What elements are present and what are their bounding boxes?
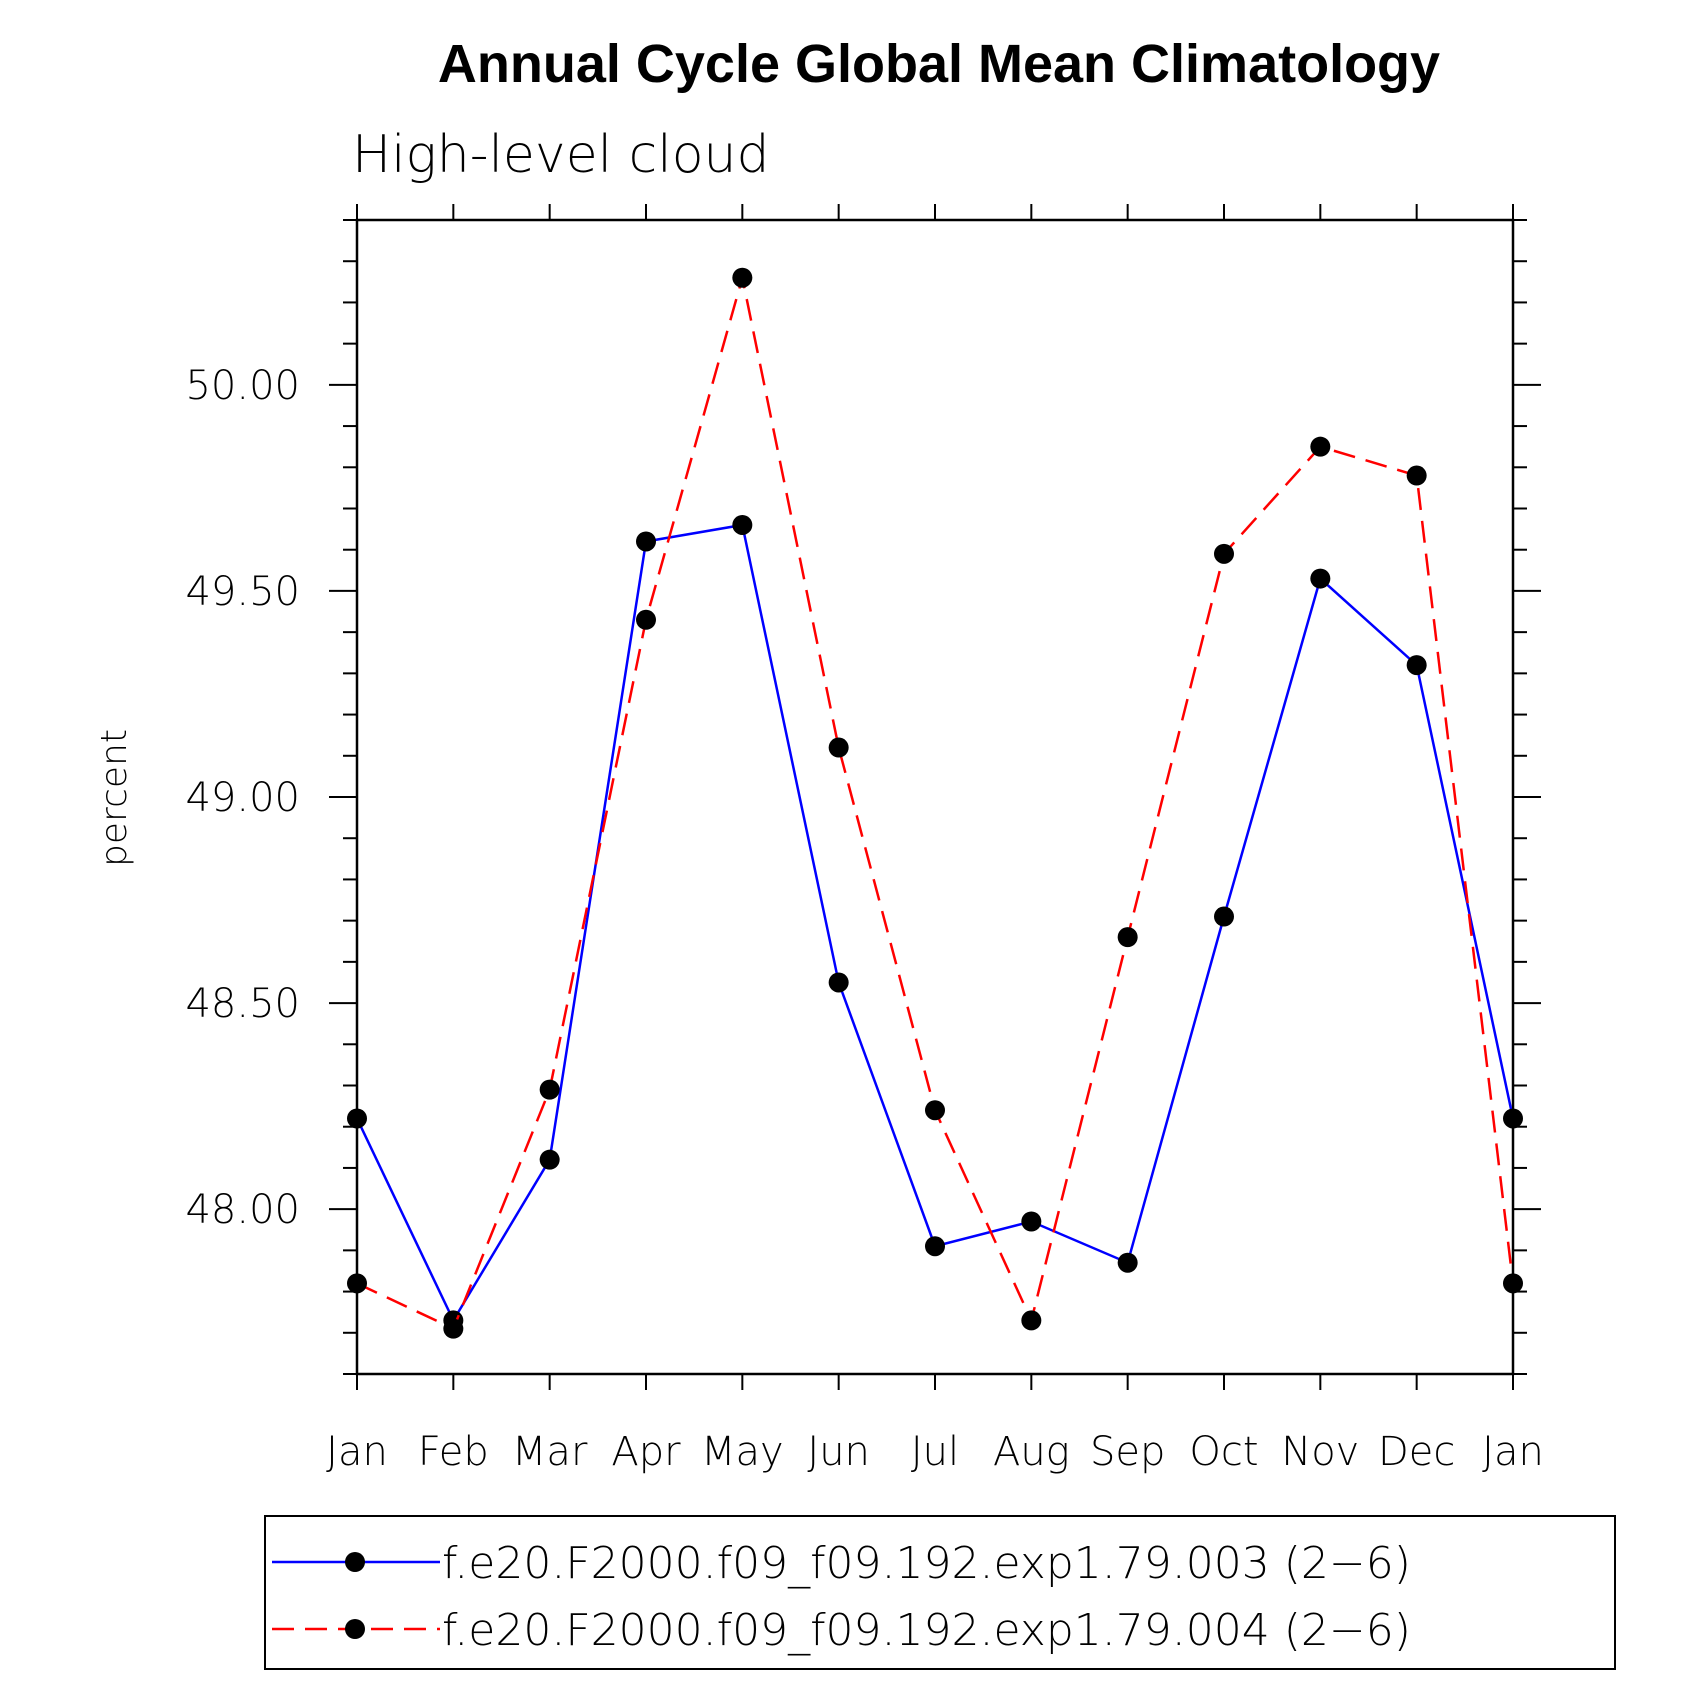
data-point xyxy=(1021,1310,1042,1331)
data-point xyxy=(1214,906,1234,927)
legend-marker xyxy=(345,1552,365,1572)
data-point xyxy=(1021,1211,1042,1232)
x-tick-label: Dec xyxy=(1378,1429,1455,1475)
data-point xyxy=(1310,436,1331,457)
plot-frame xyxy=(355,218,1515,1376)
data-point xyxy=(732,267,753,288)
series-line xyxy=(356,277,1515,1331)
x-tick-label: Jan xyxy=(1482,1429,1544,1475)
legend: f.e20.F2000.f09_f09.192.exp1.79.003 (2−6… xyxy=(264,1515,1616,1670)
legend-label: f.e20.F2000.f09_f09.192.exp1.79.004 (2−6… xyxy=(442,1605,1411,1656)
legend-marker xyxy=(345,1619,365,1639)
axes: Jan Feb Mar Apr May Jun Jul Aug Sep Oct Nov Dec Jan 4… xyxy=(185,204,1544,1475)
data-point xyxy=(1310,568,1331,589)
data-point xyxy=(539,1149,560,1170)
data-point xyxy=(1406,655,1427,676)
x-tick-label: Jan xyxy=(326,1429,388,1475)
series-layer xyxy=(347,267,1523,1339)
y-tick-label: 49.50 xyxy=(185,569,300,615)
series-line xyxy=(355,523,1515,1324)
data-point xyxy=(1117,927,1138,948)
legend-label: f.e20.F2000.f09_f09.192.exp1.79.003 (2−6… xyxy=(442,1538,1411,1589)
x-tick-label: Oct xyxy=(1189,1429,1258,1475)
x-tick-label: Nov xyxy=(1281,1429,1359,1475)
x-tick-label: Jul xyxy=(911,1429,959,1475)
x-tick-label: Feb xyxy=(418,1429,489,1475)
legend-box xyxy=(264,1515,1616,1670)
data-point xyxy=(347,1108,367,1129)
data-point xyxy=(443,1318,464,1339)
y-tick-label: 50.00 xyxy=(185,363,300,409)
y-tick-label: 49.00 xyxy=(185,775,300,821)
data-point xyxy=(1503,1273,1523,1294)
x-tick-label: Mar xyxy=(512,1429,588,1475)
data-point xyxy=(1503,1108,1523,1129)
data-point xyxy=(1406,465,1427,486)
data-point xyxy=(1214,543,1234,564)
data-point xyxy=(732,514,753,535)
y-tick-label: 48.50 xyxy=(185,981,300,1027)
data-point xyxy=(347,1273,367,1294)
y-axis-label: percent xyxy=(94,729,135,867)
data-point xyxy=(636,609,656,630)
data-point xyxy=(636,531,656,552)
data-point xyxy=(925,1236,945,1257)
chart-title: Annual Cycle Global Mean Climatology xyxy=(438,34,1440,94)
data-point xyxy=(925,1100,945,1121)
x-tick-label: May xyxy=(701,1429,784,1475)
series-1 xyxy=(347,267,1523,1339)
data-point xyxy=(828,972,849,993)
data-point xyxy=(539,1079,560,1100)
x-tick-label: Jun xyxy=(807,1429,870,1475)
x-tick-label: Aug xyxy=(993,1429,1070,1475)
series-0 xyxy=(347,514,1523,1331)
chart-subtitle: High-level cloud xyxy=(352,125,769,185)
data-point xyxy=(828,737,849,758)
x-tick-label: Sep xyxy=(1090,1429,1165,1475)
y-tick-label: 48.00 xyxy=(185,1187,300,1233)
data-point xyxy=(1117,1252,1138,1273)
x-tick-label: Apr xyxy=(611,1429,681,1475)
